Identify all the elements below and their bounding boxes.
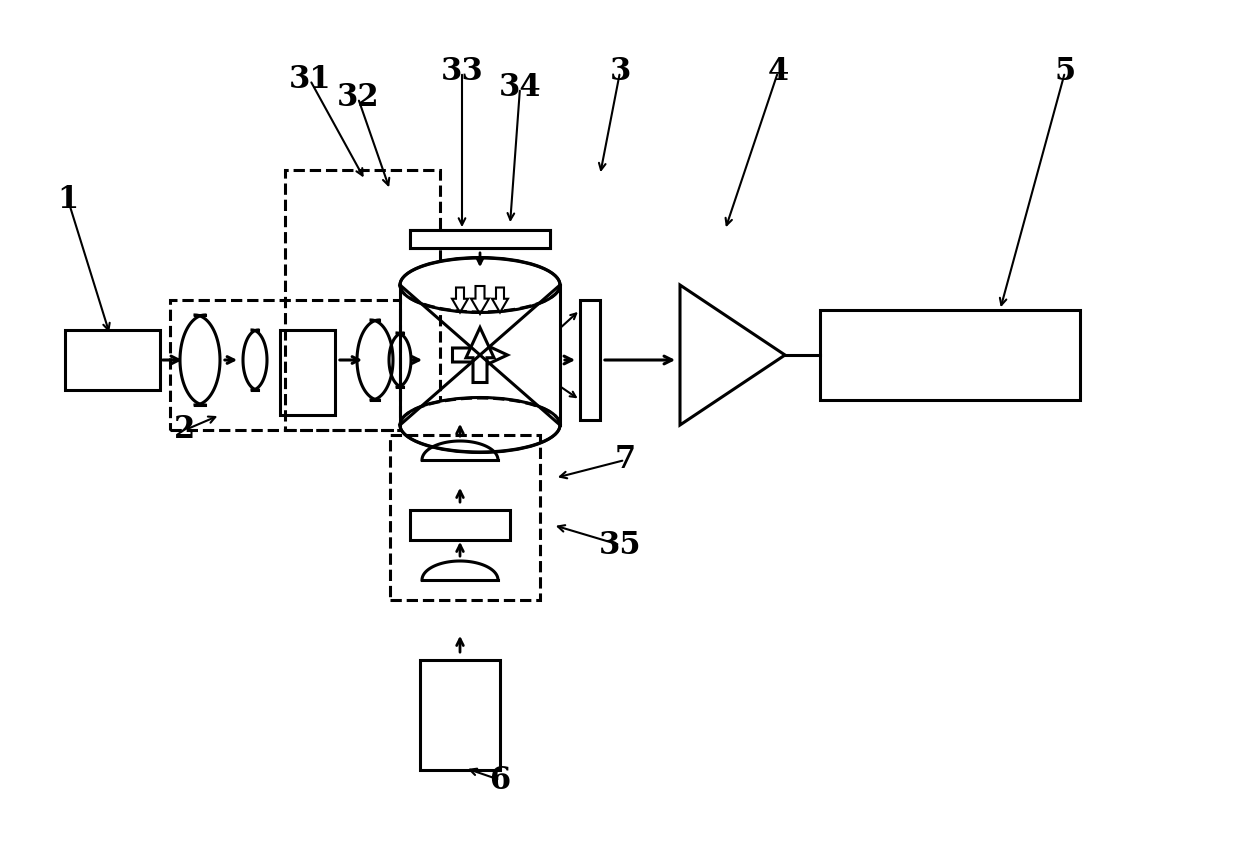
Bar bbox=[410, 230, 551, 248]
Bar bbox=[420, 660, 500, 770]
Text: 33: 33 bbox=[440, 56, 484, 87]
Text: 31: 31 bbox=[289, 64, 331, 96]
Text: 34: 34 bbox=[498, 73, 542, 103]
Text: 2: 2 bbox=[175, 415, 196, 445]
Text: 35: 35 bbox=[599, 529, 641, 561]
Text: 4: 4 bbox=[768, 56, 789, 87]
Ellipse shape bbox=[401, 257, 560, 312]
Polygon shape bbox=[492, 287, 508, 312]
Polygon shape bbox=[453, 341, 507, 369]
Bar bbox=[410, 230, 551, 248]
Bar bbox=[580, 300, 600, 420]
Bar bbox=[280, 330, 335, 415]
Bar bbox=[410, 510, 510, 540]
Polygon shape bbox=[680, 285, 785, 425]
Bar bbox=[170, 300, 401, 430]
Bar bbox=[391, 435, 539, 600]
Polygon shape bbox=[466, 327, 494, 382]
Bar bbox=[285, 170, 440, 430]
Text: 3: 3 bbox=[609, 56, 631, 87]
Polygon shape bbox=[453, 287, 467, 312]
Bar bbox=[820, 310, 1080, 400]
Text: 32: 32 bbox=[337, 82, 379, 114]
Text: 6: 6 bbox=[490, 764, 511, 795]
Polygon shape bbox=[471, 286, 489, 314]
Text: 7: 7 bbox=[615, 445, 636, 475]
Text: 1: 1 bbox=[57, 185, 78, 215]
Ellipse shape bbox=[401, 398, 560, 452]
Text: 5: 5 bbox=[1054, 56, 1075, 87]
Bar bbox=[64, 330, 160, 390]
